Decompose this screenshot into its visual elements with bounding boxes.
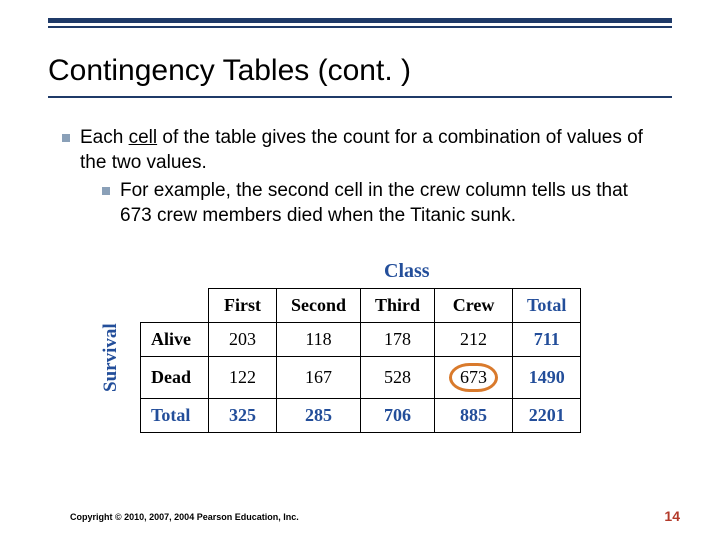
title-underline: [48, 96, 672, 98]
slide-number: 14: [664, 508, 680, 524]
table-row-total: Total 325 285 706 885 2201: [141, 399, 581, 433]
table-cell-total: 2201: [513, 399, 581, 433]
row-header: Alive: [141, 323, 209, 357]
table-cell: 706: [361, 399, 435, 433]
bullet-square-icon: [102, 187, 110, 195]
header-rule-thin: [48, 26, 672, 28]
table-cell-total: 711: [513, 323, 581, 357]
bullet-list: Each cell of the table gives the count f…: [62, 126, 658, 233]
bullet-square-icon: [62, 134, 70, 142]
table-cell: 212: [435, 323, 513, 357]
table-side-label: Survival: [100, 323, 122, 392]
slide-title: Contingency Tables (cont. ): [48, 54, 411, 88]
col-header: First: [209, 289, 277, 323]
copyright-text: Copyright © 2010, 2007, 2004 Pearson Edu…: [70, 512, 299, 522]
table-cell: 167: [277, 357, 361, 399]
row-header-total: Total: [141, 399, 209, 433]
table-cell-total: 1490: [513, 357, 581, 399]
col-header: Crew: [435, 289, 513, 323]
bullet-cell-word: cell: [129, 127, 158, 148]
contingency-table: First Second Third Crew Total Alive 203 …: [140, 288, 581, 433]
col-header-total: Total: [513, 289, 581, 323]
table-row: Alive 203 118 178 212 711: [141, 323, 581, 357]
row-header: Dead: [141, 357, 209, 399]
highlight-circle: 673: [449, 363, 498, 392]
table-blank-cell: [141, 289, 209, 323]
table-row: Dead 122 167 528 673 1490: [141, 357, 581, 399]
col-header: Second: [277, 289, 361, 323]
table-cell: 203: [209, 323, 277, 357]
table-cell: 885: [435, 399, 513, 433]
table-header-row: First Second Third Crew Total: [141, 289, 581, 323]
bullet-main: Each cell of the table gives the count f…: [62, 126, 658, 175]
header-rule-thick: [48, 18, 672, 23]
table-cell: 122: [209, 357, 277, 399]
contingency-table-region: Class Survival First Second Third Crew T…: [104, 252, 628, 462]
table-cell: 285: [277, 399, 361, 433]
bullet-sub-text: For example, the second cell in the crew…: [120, 179, 658, 228]
table-cell: 118: [277, 323, 361, 357]
bullet-main-post: of the table gives the count for a combi…: [80, 127, 643, 173]
bullet-main-text: Each cell of the table gives the count f…: [80, 126, 658, 175]
bullet-main-pre: Each: [80, 127, 129, 148]
table-cell: 178: [361, 323, 435, 357]
table-cell: 325: [209, 399, 277, 433]
bullet-sub: For example, the second cell in the crew…: [102, 179, 658, 228]
table-cell: 528: [361, 357, 435, 399]
table-cell-highlighted: 673: [435, 357, 513, 399]
col-header: Third: [361, 289, 435, 323]
table-top-label: Class: [384, 260, 430, 283]
